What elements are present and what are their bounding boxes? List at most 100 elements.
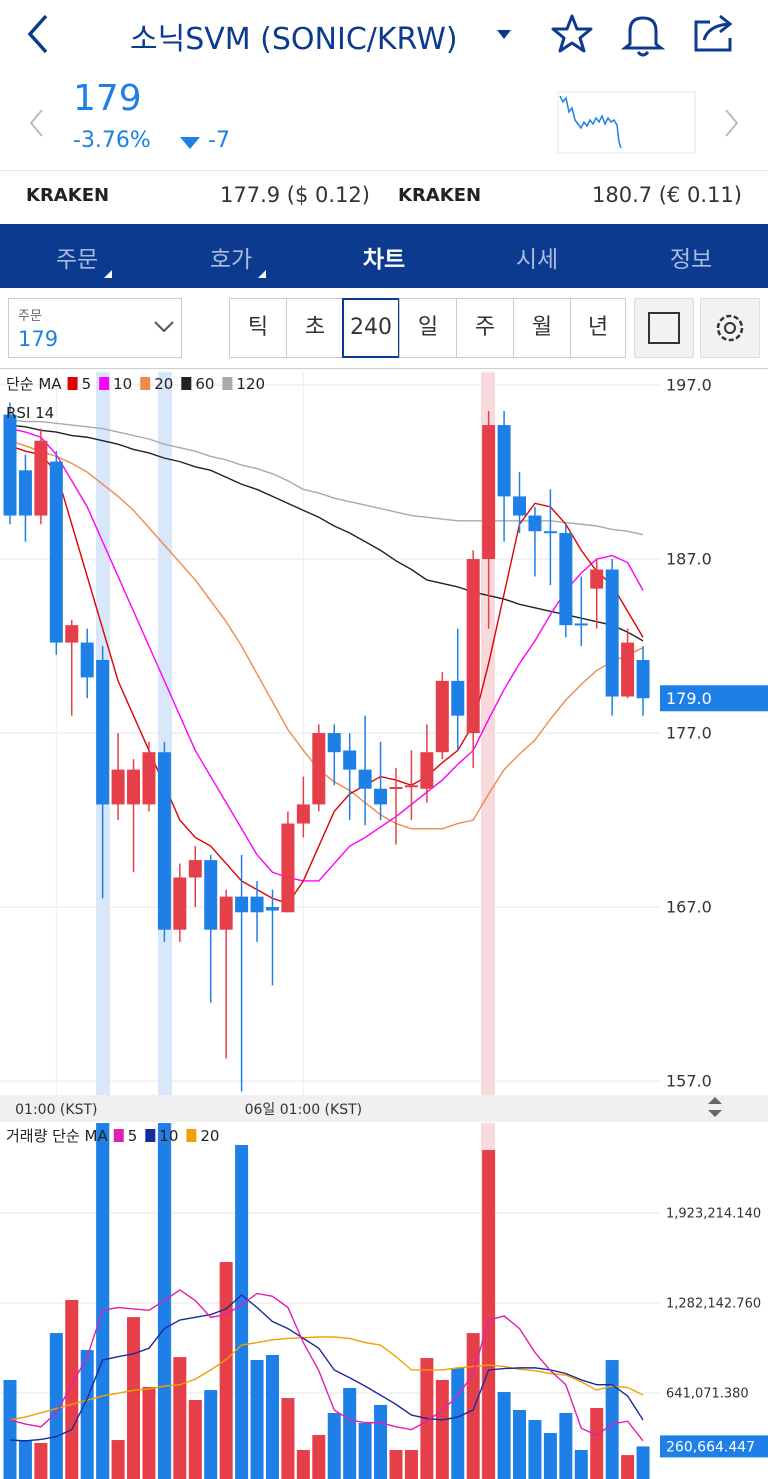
- candle-body: [420, 752, 434, 789]
- legend-swatch: [186, 1129, 197, 1142]
- volume-bar: [435, 1379, 449, 1479]
- candle-body: [513, 496, 527, 516]
- volume-bar: [80, 1350, 94, 1479]
- tab-bar: [0, 224, 768, 288]
- settings-icon: [716, 314, 744, 342]
- exchange-quote: 180.7 (€ 0.11): [592, 183, 742, 207]
- y-tick-label: 197.0: [666, 376, 712, 395]
- volume-bar: [343, 1387, 357, 1479]
- volume-bar: [528, 1419, 542, 1479]
- interval-button[interactable]: 틱: [229, 298, 287, 358]
- candle-body: [559, 532, 573, 626]
- quote-icons: [29, 91, 739, 154]
- volume-bar: [219, 1262, 233, 1479]
- volume-bar: [173, 1357, 187, 1479]
- candle-body: [127, 769, 141, 805]
- volume-bar: [142, 1386, 156, 1479]
- candle-body: [265, 907, 279, 911]
- tab[interactable]: 정보: [669, 247, 713, 273]
- down-arrow: [180, 137, 200, 149]
- candle-body: [219, 896, 233, 930]
- legend-swatch: [222, 377, 233, 390]
- back-button[interactable]: [27, 14, 48, 54]
- tab-submenu-marker: [104, 270, 112, 278]
- candle-body: [543, 531, 557, 534]
- volume-bar: [265, 1354, 279, 1479]
- volume-bar: [250, 1360, 264, 1479]
- legend-label: 5: [82, 375, 92, 393]
- tab-active[interactable]: 차트: [362, 247, 406, 273]
- favorite-button[interactable]: [551, 14, 593, 53]
- volume-bar: [127, 1317, 141, 1479]
- candle-body: [343, 750, 357, 770]
- page-title[interactable]: 소닉SVM (SONIC/KRW): [130, 22, 458, 57]
- legend-title: 거래량 단순 MA: [6, 1127, 108, 1145]
- legend-swatch: [145, 1129, 156, 1142]
- settings-button[interactable]: [700, 298, 760, 358]
- volume-bar: [636, 1446, 650, 1479]
- interval-button[interactable]: 월: [513, 298, 571, 358]
- candle-body: [404, 785, 418, 788]
- share-button[interactable]: [694, 14, 733, 52]
- tab-submenu-marker: [258, 270, 266, 278]
- interval-button[interactable]: 년: [570, 298, 626, 358]
- indicator-label: RSI 14: [6, 404, 54, 422]
- next-button[interactable]: [725, 109, 739, 137]
- candle-body: [235, 896, 249, 913]
- candle-body: [157, 752, 171, 930]
- y-tick-label: 1,923,214.140: [666, 1207, 761, 1222]
- candle-body: [312, 733, 326, 805]
- legend-label: 10: [113, 375, 132, 393]
- current-value-box: [660, 1435, 768, 1458]
- volume-bar: [3, 1379, 17, 1479]
- divider: [0, 368, 768, 369]
- interval-button-selected[interactable]: 240: [342, 298, 400, 358]
- volume-bar: [18, 1440, 32, 1479]
- layout-button[interactable]: [634, 298, 694, 358]
- volume-bar: [111, 1440, 125, 1479]
- order-select[interactable]: [8, 298, 182, 358]
- volume-bar: [327, 1412, 341, 1479]
- interval-button[interactable]: 주: [456, 298, 514, 358]
- candle-body: [281, 823, 295, 913]
- volume-bar: [296, 1450, 310, 1479]
- ma-line: [9, 424, 644, 642]
- volume-bar: [34, 1442, 48, 1479]
- y-tick-label: 1,282,142.760: [666, 1297, 761, 1312]
- volume-bar: [404, 1450, 418, 1479]
- candle-body: [3, 414, 17, 516]
- legend-swatch: [181, 377, 192, 390]
- exchange-name: KRAKEN: [398, 185, 482, 206]
- pane-resize-handle[interactable]: [708, 1097, 722, 1117]
- tab[interactable]: 주문: [55, 247, 99, 273]
- prev-button[interactable]: [29, 109, 43, 137]
- tab[interactable]: 시세: [515, 247, 559, 273]
- time-axis-band: [0, 1095, 768, 1122]
- volume-bar: [49, 1333, 63, 1479]
- legend-swatch: [113, 1129, 124, 1142]
- candle-body: [466, 559, 480, 734]
- candle-body: [605, 569, 619, 697]
- candle-body: [173, 877, 187, 930]
- legend-label: 10: [159, 1127, 178, 1145]
- dropdown-arrow[interactable]: [497, 30, 511, 39]
- candle-body: [482, 425, 496, 560]
- volume-bar: [374, 1404, 388, 1479]
- interval-button[interactable]: 일: [399, 298, 457, 358]
- legend-title: 단순 MA: [6, 375, 62, 393]
- candle-body: [111, 769, 125, 805]
- candle-body: [188, 860, 202, 878]
- candle-body: [621, 642, 635, 697]
- alert-button[interactable]: [620, 16, 666, 57]
- candle-body: [528, 515, 542, 532]
- tab[interactable]: 호가: [209, 247, 253, 273]
- volume-bar: [235, 1144, 249, 1479]
- candle-body: [590, 569, 604, 589]
- ma-line: [9, 440, 644, 830]
- volume-bar: [65, 1299, 79, 1479]
- volume-bar: [497, 1392, 511, 1479]
- volume-bar: [358, 1423, 372, 1479]
- legend-label: 120: [236, 375, 265, 393]
- interval-button[interactable]: 초: [286, 298, 344, 358]
